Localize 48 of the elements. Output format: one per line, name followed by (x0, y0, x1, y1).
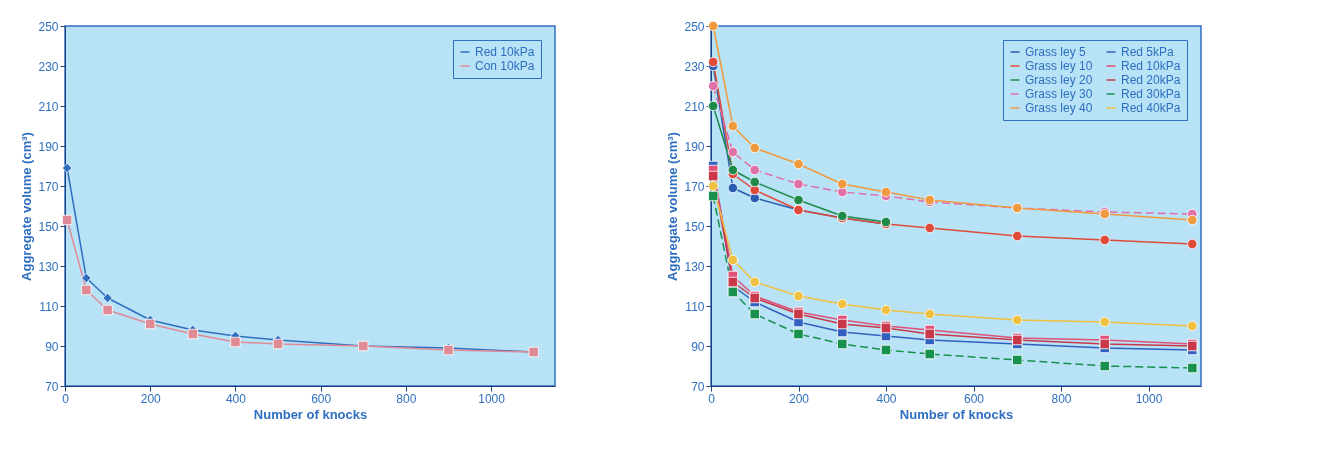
y-tick-label: 250 (684, 19, 705, 34)
legend-label: Grass ley 10 (1025, 59, 1093, 73)
y-tick-label: 130 (684, 259, 705, 274)
x-tick-label: 600 (311, 391, 332, 406)
y-tick-label: 190 (38, 139, 59, 154)
legend-label: Grass ley 40 (1025, 101, 1093, 115)
y-axis-title: Aggregate volume (cm³) (19, 132, 35, 281)
x-tick-label: 0 (708, 391, 716, 406)
y-tick-label: 170 (38, 179, 59, 194)
y-tick-label: 210 (38, 99, 59, 114)
x-tick-label: 0 (62, 391, 70, 406)
y-tick-label: 250 (38, 19, 59, 34)
y-tick-label: 170 (684, 179, 705, 194)
y-tick-label: 130 (38, 259, 59, 274)
y-tick-label: 190 (684, 139, 705, 154)
legend-label: Red 40kPa (1121, 101, 1181, 115)
y-tick-label: 230 (38, 59, 59, 74)
x-tick-label: 400 (225, 391, 247, 406)
x-tick-label: 1000 (1135, 391, 1163, 406)
y-tick-label: 210 (684, 99, 705, 114)
x-axis-title: Number of knocks (899, 406, 1014, 422)
x-tick-label: 800 (1051, 391, 1072, 406)
legend-label: Red 5kPa (1121, 45, 1175, 59)
y-tick-label: 90 (45, 339, 59, 354)
y-tick-label: 70 (691, 379, 705, 394)
x-tick-label: 200 (140, 391, 162, 406)
legend-label: Grass ley 20 (1025, 73, 1093, 87)
legend-label: Red 10kPa (475, 45, 535, 59)
y-tick-label: 110 (39, 299, 59, 314)
legend-label: Grass ley 5 (1025, 45, 1087, 59)
legend-label: Red 30kPa (1121, 87, 1181, 101)
y-tick-label: 70 (45, 379, 59, 394)
legend-label: Grass ley 30 (1025, 87, 1093, 101)
y-tick-label: 230 (684, 59, 705, 74)
y-tick-label: 150 (38, 219, 59, 234)
y-axis-title: Aggregate volume (cm³) (665, 132, 681, 281)
x-tick-label: 400 (876, 391, 897, 406)
legend-label: Red 10kPa (1121, 59, 1181, 73)
x-tick-label: 600 (963, 391, 985, 406)
legend-label: Con 10kPa (475, 59, 535, 73)
x-axis-title: Number of knocks (253, 406, 368, 422)
legend-label: Red 20kPa (1121, 73, 1181, 87)
x-tick-label: 200 (788, 391, 810, 406)
y-tick-label: 110 (685, 299, 705, 314)
x-tick-label: 1000 (478, 391, 506, 406)
y-tick-label: 90 (691, 339, 705, 354)
y-tick-label: 150 (684, 219, 705, 234)
x-tick-label: 800 (396, 391, 417, 406)
